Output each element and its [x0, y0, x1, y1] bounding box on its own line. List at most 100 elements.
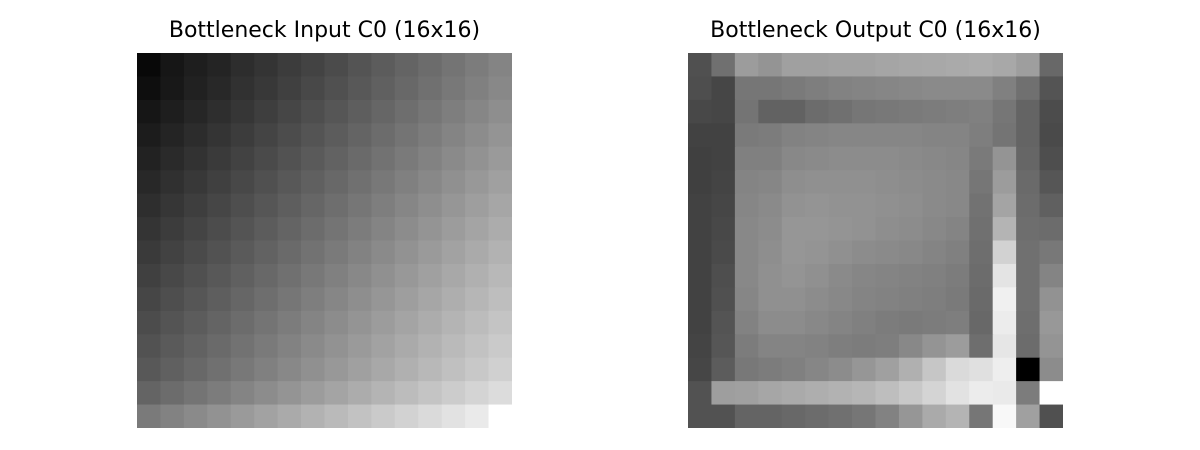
heatmap-cell-r10-c8 [875, 287, 900, 312]
heatmap-cell-r8-c14 [465, 240, 490, 265]
heatmap-cell-r14-c9 [898, 381, 923, 406]
heatmap-cell-r15-c14 [1016, 404, 1041, 428]
heatmap-cell-r2-c4 [230, 99, 255, 124]
heatmap-cell-r13-c10 [922, 357, 947, 382]
heatmap-cell-r13-c2 [183, 357, 208, 382]
heatmap-cell-r10-c12 [418, 287, 443, 312]
heatmap-cell-r8-c13 [441, 240, 466, 265]
heatmap-cell-r0-c13 [992, 53, 1017, 78]
heatmap-cell-r14-c5 [254, 381, 279, 406]
heatmap-cell-r12-c10 [371, 334, 396, 359]
heatmap-cell-r0-c15 [488, 53, 512, 78]
heatmap-cell-r6-c13 [441, 193, 466, 218]
heatmap-cell-r2-c14 [465, 99, 490, 124]
heatmap-cell-r4-c14 [465, 146, 490, 171]
heatmap-cell-r10-c15 [1039, 287, 1063, 312]
heatmap-cell-r11-c2 [734, 310, 759, 335]
heatmap-cell-r4-c14 [1016, 146, 1041, 171]
heatmap-cell-r5-c3 [207, 170, 232, 195]
heatmap-cell-r12-c7 [852, 334, 877, 359]
heatmap-cell-r10-c0 [137, 287, 162, 312]
heatmap-cell-r14-c12 [969, 381, 994, 406]
heatmap-cell-r7-c9 [898, 217, 923, 242]
heatmap-cell-r13-c6 [277, 357, 302, 382]
heatmap-cell-r7-c14 [465, 217, 490, 242]
heatmap-cell-r6-c1 [711, 193, 736, 218]
heatmap-cell-r2-c11 [394, 99, 419, 124]
heatmap-cell-r4-c10 [371, 146, 396, 171]
heatmap-cell-r0-c12 [969, 53, 994, 78]
heatmap-cell-r1-c15 [1039, 76, 1063, 101]
heatmap-cell-r13-c7 [301, 357, 326, 382]
heatmap-cell-r10-c1 [160, 287, 185, 312]
heatmap-cell-r12-c8 [324, 334, 349, 359]
heatmap-cell-r14-c10 [371, 381, 396, 406]
heatmap-cell-r3-c9 [347, 123, 372, 148]
heatmap-cell-r12-c14 [1016, 334, 1041, 359]
heatmap-cell-r12-c15 [488, 334, 512, 359]
heatmap-cell-r3-c15 [488, 123, 512, 148]
heatmap-cell-r3-c14 [465, 123, 490, 148]
heatmap-cell-r10-c1 [711, 287, 736, 312]
heatmap-cell-r13-c5 [254, 357, 279, 382]
heatmap-cell-r8-c0 [137, 240, 162, 265]
heatmap-cell-r1-c8 [324, 76, 349, 101]
heatmap-output [688, 53, 1063, 428]
heatmap-cell-r14-c6 [828, 381, 853, 406]
heatmap-cell-r15-c7 [852, 404, 877, 428]
heatmap-cell-r8-c1 [711, 240, 736, 265]
heatmap-cell-r12-c7 [301, 334, 326, 359]
heatmap-cell-r15-c10 [371, 404, 396, 428]
heatmap-cell-r6-c7 [852, 193, 877, 218]
heatmap-cell-r9-c9 [898, 263, 923, 288]
heatmap-cell-r8-c3 [758, 240, 783, 265]
heatmap-cell-r4-c15 [488, 146, 512, 171]
heatmap-cell-r13-c9 [898, 357, 923, 382]
heatmap-cell-r5-c6 [277, 170, 302, 195]
heatmap-cell-r14-c9 [347, 381, 372, 406]
heatmap-cell-r7-c2 [183, 217, 208, 242]
heatmap-cell-r4-c5 [254, 146, 279, 171]
heatmap-cell-r13-c1 [160, 357, 185, 382]
heatmap-cell-r9-c5 [254, 263, 279, 288]
heatmap-cell-r6-c4 [230, 193, 255, 218]
heatmap-cell-r8-c10 [922, 240, 947, 265]
heatmap-cell-r3-c13 [992, 123, 1017, 148]
heatmap-cell-r0-c1 [711, 53, 736, 78]
heatmap-cell-r0-c5 [805, 53, 830, 78]
heatmap-cell-r2-c9 [347, 99, 372, 124]
heatmap-cell-r7-c6 [828, 217, 853, 242]
heatmap-cell-r9-c0 [137, 263, 162, 288]
heatmap-cell-r12-c3 [758, 334, 783, 359]
heatmap-cell-r5-c12 [969, 170, 994, 195]
heatmap-cell-r8-c9 [898, 240, 923, 265]
heatmap-cell-r8-c8 [875, 240, 900, 265]
heatmap-cell-r3-c6 [277, 123, 302, 148]
heatmap-cell-r2-c12 [969, 99, 994, 124]
heatmap-cell-r8-c2 [183, 240, 208, 265]
heatmap-cell-r5-c8 [324, 170, 349, 195]
heatmap-cell-r0-c10 [371, 53, 396, 78]
heatmap-cell-r5-c10 [371, 170, 396, 195]
heatmap-cell-r11-c9 [347, 310, 372, 335]
heatmap-cell-r15-c7 [301, 404, 326, 428]
heatmap-cell-r11-c11 [945, 310, 970, 335]
heatmap-cell-r15-c1 [711, 404, 736, 428]
heatmap-cell-r3-c10 [922, 123, 947, 148]
chart-title: Bottleneck Input C0 (16x16) [168, 18, 481, 43]
heatmap-cell-r13-c13 [441, 357, 466, 382]
heatmap-cell-r9-c11 [394, 263, 419, 288]
heatmap-cell-r15-c0 [688, 404, 713, 428]
heatmap-cell-r15-c14 [465, 404, 490, 428]
heatmap-cell-r1-c14 [1016, 76, 1041, 101]
heatmap-cell-r9-c8 [324, 263, 349, 288]
heatmap-cell-r11-c3 [758, 310, 783, 335]
heatmap-cell-r0-c8 [875, 53, 900, 78]
heatmap-cell-r13-c1 [711, 357, 736, 382]
heatmap-cell-r8-c15 [1039, 240, 1063, 265]
heatmap-cell-r2-c3 [758, 99, 783, 124]
heatmap-cell-r6-c3 [207, 193, 232, 218]
heatmap-cell-r0-c14 [1016, 53, 1041, 78]
heatmap-cell-r10-c4 [781, 287, 806, 312]
heatmap-cell-r7-c14 [1016, 217, 1041, 242]
